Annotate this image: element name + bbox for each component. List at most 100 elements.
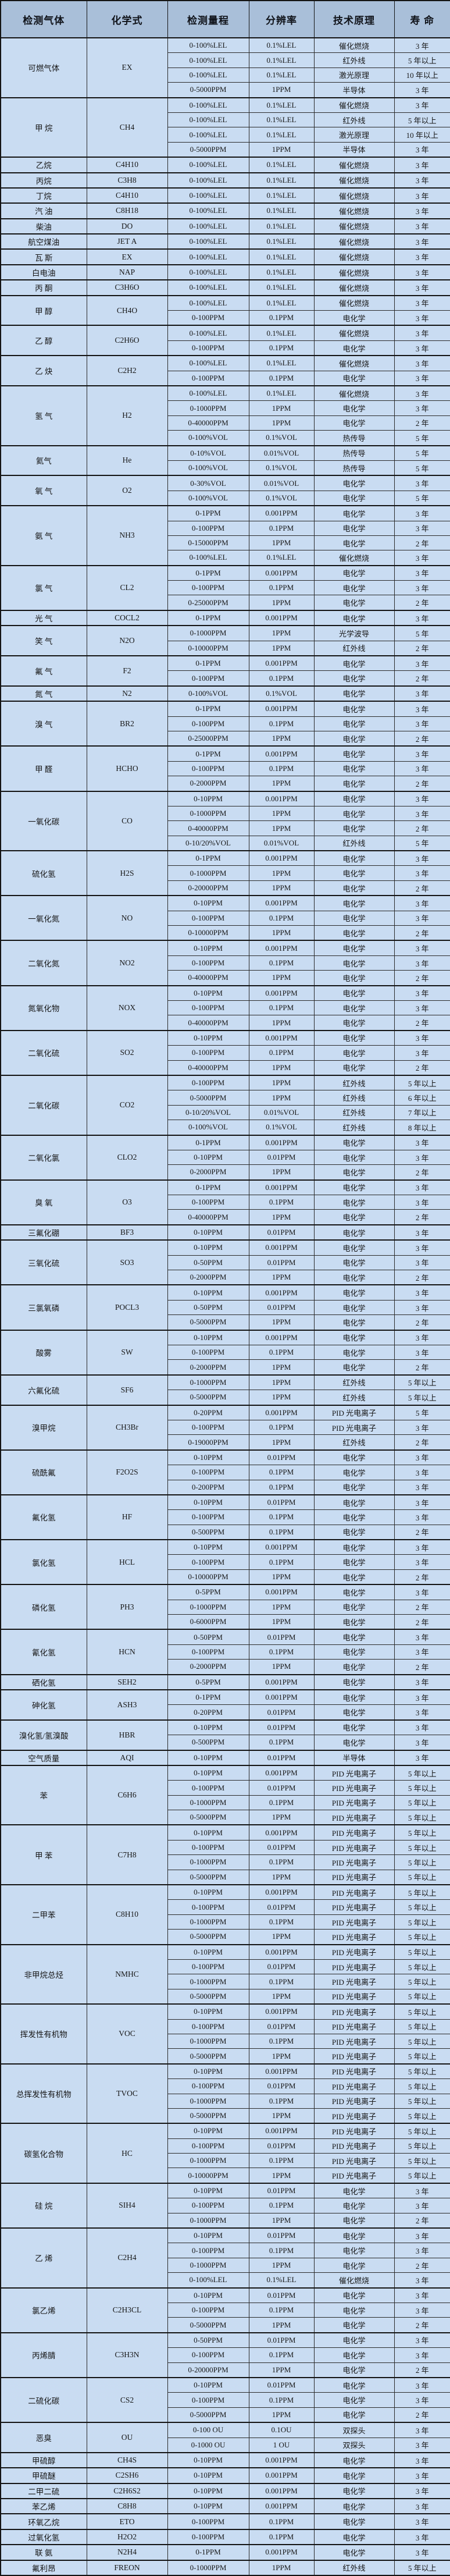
range-cell: 0-5000PPM	[167, 141, 249, 158]
lifespan-cell: 5 年以上	[394, 2078, 450, 2094]
range-cell: 0-50PPM	[167, 1255, 249, 1271]
principle-cell: PID 光电离子	[313, 1824, 395, 1840]
table-row: 汽 油 C8H18 0-100%LEL 0.1%LEL 催化燃烧 3 年	[0, 202, 450, 219]
resolution-cell: 0.001PPM	[248, 2498, 315, 2514]
lifespan-cell: 3 年	[394, 1509, 450, 1525]
lifespan-cell: 3 年	[394, 1629, 450, 1645]
gas-name-cell: 二氧化硫	[0, 1029, 87, 1076]
lifespan-cell: 5 年以上	[394, 1854, 450, 1870]
resolution-cell: 0.1PPM	[248, 1419, 315, 1436]
lifespan-cell: 2 年	[394, 2212, 450, 2229]
resolution-cell: 1PPM	[248, 1390, 315, 1406]
table-row: 丙 酮 C3H6O 0-100%LEL 0.1%LEL 催化燃烧 3 年	[0, 279, 450, 296]
table-row: 0-5000PPM 1PPM 红外线 6 年以上	[1, 1090, 450, 1106]
table-row: 溴 气 BR2 0-1PPM 0.001PPM 电化学 3 年	[0, 701, 450, 747]
range-cell: 0-1PPM	[167, 505, 249, 521]
resolution-cell: 0.1PPM	[248, 580, 315, 596]
gas-name-cell: 二硫化碳	[0, 2376, 87, 2423]
principle-cell: 电化学	[313, 1000, 395, 1016]
header-range: 检测量程	[167, 0, 249, 38]
resolution-cell: 0.001PPM	[248, 790, 315, 806]
gas-name-cell: 三氯氧磷	[0, 1284, 87, 1331]
gas-formula-cell: C7H8	[86, 1824, 168, 1885]
gas-name-cell: 氟利昂	[0, 2559, 87, 2576]
range-cell: 0-1000PPM	[167, 1795, 249, 1811]
resolution-cell: 0.1PPM	[248, 1644, 315, 1660]
gas-name-cell: 二氧化氯	[0, 1134, 87, 1181]
lifespan-cell: 3 年	[394, 1465, 450, 1480]
table-row: 0-25000PPM 1PPM 电化学 2 年	[1, 595, 450, 611]
range-cell: 0-10PPM	[167, 985, 249, 1001]
range-cell: 0-50PPM	[167, 2332, 249, 2348]
gas-formula-cell: C8H18	[86, 202, 168, 219]
range-cell: 0-1000PPM	[167, 400, 249, 416]
table-row: 碳氢化合物 HC 0-10PPM 0.001PPM PID 光电离子 5 年以上	[0, 2123, 450, 2184]
table-row: 环氧乙烷 ETO 0-100PPM 0.1PPM 电化学 3 年	[0, 2513, 450, 2530]
range-cell: 0-100PPM	[167, 2198, 249, 2213]
principle-cell: 电化学	[313, 1704, 395, 1721]
principle-cell: PID 光电离子	[313, 2153, 395, 2169]
resolution-cell: 0.1PPM	[248, 2528, 315, 2545]
range-cell: 0-100%LEL	[167, 157, 249, 173]
table-row: 0-1000 OU 1 OU 双探头 3 年	[1, 2437, 450, 2453]
principle-cell: 电化学	[313, 820, 395, 836]
lifespan-cell: 3 年	[394, 279, 450, 296]
lifespan-cell: 3 年	[394, 264, 450, 280]
table-row: 0-10000PPM 1PPM 电化学 2 年	[1, 925, 450, 941]
resolution-cell: 0.01PPM	[248, 2078, 315, 2094]
range-cell: 0-100PPM	[167, 2078, 249, 2094]
range-cell: 0-100PPM	[167, 2302, 249, 2318]
table-row: 0-100PPM 0.1PPM 电化学 3 年	[1, 1554, 450, 1570]
lifespan-cell: 5 年以上	[394, 2123, 450, 2139]
resolution-cell: 0.1PPM	[248, 340, 315, 356]
principle-cell: 电化学	[313, 955, 395, 971]
table-row: 二氧化碳 CO2 0-100PPM 1PPM 红外线 5 年以上	[0, 1074, 450, 1136]
table-row: 0-100%LEL 0.1%LEL 红外线 5 年以上	[1, 112, 450, 128]
gas-formula-cell: C4H10	[86, 157, 168, 173]
resolution-cell: 0.1%LEL	[248, 279, 315, 296]
lifespan-cell: 3 年	[394, 310, 450, 326]
lifespan-cell: 5 年	[394, 490, 450, 506]
range-cell: 0-100PPM	[167, 2243, 249, 2258]
lifespan-cell: 6 年以上	[394, 1090, 450, 1106]
principle-cell: 电化学	[313, 910, 395, 926]
principle-cell: 电化学	[313, 1149, 395, 1166]
lifespan-cell: 5 年以上	[394, 1390, 450, 1406]
table-row: 0-1000PPM 0.1PPM PID 光电离子 5 年以上	[1, 1854, 450, 1870]
lifespan-cell: 3 年	[394, 655, 450, 671]
principle-cell: PID 光电离子	[313, 2123, 395, 2139]
range-cell: 0-100%LEL	[167, 218, 249, 234]
principle-cell: 电化学	[313, 310, 395, 326]
range-cell: 0-10PPM	[167, 940, 249, 956]
gas-formula-cell: SO2	[86, 1029, 168, 1076]
range-cell: 0-100PPM	[167, 1344, 249, 1360]
gas-formula-cell: CS2	[86, 2376, 168, 2423]
principle-cell: 半导体	[313, 1749, 395, 1766]
resolution-cell: 1PPM	[248, 1270, 315, 1285]
resolution-cell: 0.01PPM	[248, 1224, 315, 1241]
resolution-cell: 0.001PPM	[248, 1943, 315, 1960]
resolution-cell: 0.01PPM	[248, 1780, 315, 1796]
table-row: 氧 气 O2 0-30%VOL 0.01%VOL 电化学 3 年	[0, 475, 450, 506]
principle-cell: 电化学	[313, 2227, 395, 2244]
resolution-cell: 0.1%VOL	[248, 490, 315, 506]
gas-name-cell: 氮 气	[0, 685, 87, 702]
principle-cell: 催化燃烧	[313, 355, 395, 371]
principle-cell: 催化燃烧	[313, 264, 395, 280]
gas-name-cell: 氮氧化物	[0, 985, 87, 1031]
principle-cell: 电化学	[313, 1449, 395, 1466]
resolution-cell: 1PPM	[248, 141, 315, 158]
resolution-cell: 0.01PPM	[248, 2332, 315, 2348]
lifespan-cell: 3 年	[394, 2392, 450, 2408]
gas-name-cell: 乙 炔	[0, 355, 87, 386]
range-cell: 0-100%LEL	[167, 172, 249, 189]
principle-cell: PID 光电离子	[313, 1943, 395, 1960]
table-row: 0-2000PPM 1PPM 电化学 2 年	[1, 1164, 450, 1181]
table-row: 氯化氢 HCL 0-10PPM 0.001PPM 电化学 3 年	[0, 1539, 450, 1585]
lifespan-cell: 3 年	[394, 1299, 450, 1316]
principle-cell: 电化学	[313, 1329, 395, 1345]
resolution-cell: 0.1PPM	[248, 1465, 315, 1480]
table-row: 0-100%VOL 0.1%VOL 热传导 5 年	[1, 460, 450, 476]
gas-name-cell: 汽 油	[0, 202, 87, 219]
range-cell: 0-100PPM	[167, 2528, 249, 2545]
